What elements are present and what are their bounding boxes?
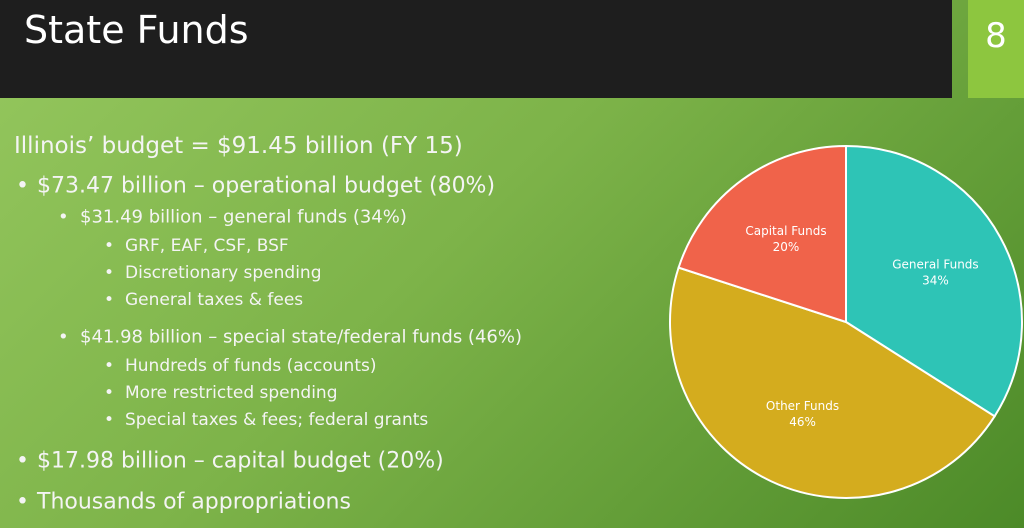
bullet-dot: • [58,326,69,348]
pie-slice [677,144,847,324]
pie-slice [669,266,996,499]
slice-label: General Funds [892,257,978,271]
bullet-dot: • [16,173,29,199]
bullet-dot: • [104,356,115,376]
bullet-text: Hundreds of funds (accounts) [125,356,377,376]
bullet-text: $73.47 billion – operational budget (80%… [37,173,496,199]
pie-slice [845,144,1023,418]
bullet-dot: • [104,383,115,403]
bullet-dot: • [16,489,29,515]
bullet-dot: • [104,290,115,310]
header-bar [0,0,952,98]
slice-value-label: 46% [789,415,816,429]
bullet-text: Special taxes & fees; federal grants [125,410,429,430]
bullet-text: General taxes & fees [125,290,304,310]
slice-label: Other Funds [766,399,839,413]
bullet-dot: • [104,236,115,256]
slice-label: Capital Funds [745,224,826,238]
bullet-text: $31.49 billion – general funds (34%) [80,206,407,228]
bullet-text: Discretionary spending [125,263,322,283]
headline: Illinois’ budget = $91.45 billion (FY 15… [14,133,463,159]
bullet-dot: • [16,448,29,474]
bullet-text: More restricted spending [125,383,338,403]
bullet-dot: • [104,263,115,283]
bullet-text: $17.98 billion – capital budget (20%) [37,448,444,474]
bullet-text: Thousands of appropriations [37,489,351,515]
bullet-text: GRF, EAF, CSF, BSF [125,236,289,256]
slice-value-label: 20% [773,240,800,254]
slide-number: 8 [968,0,1024,98]
bullet-dot: • [104,410,115,430]
slice-value-label: 34% [922,273,949,287]
slide-title: State Funds [24,8,249,52]
bullet-text: $41.98 billion – special state/federal f… [80,326,522,348]
bullet-dot: • [58,206,69,228]
